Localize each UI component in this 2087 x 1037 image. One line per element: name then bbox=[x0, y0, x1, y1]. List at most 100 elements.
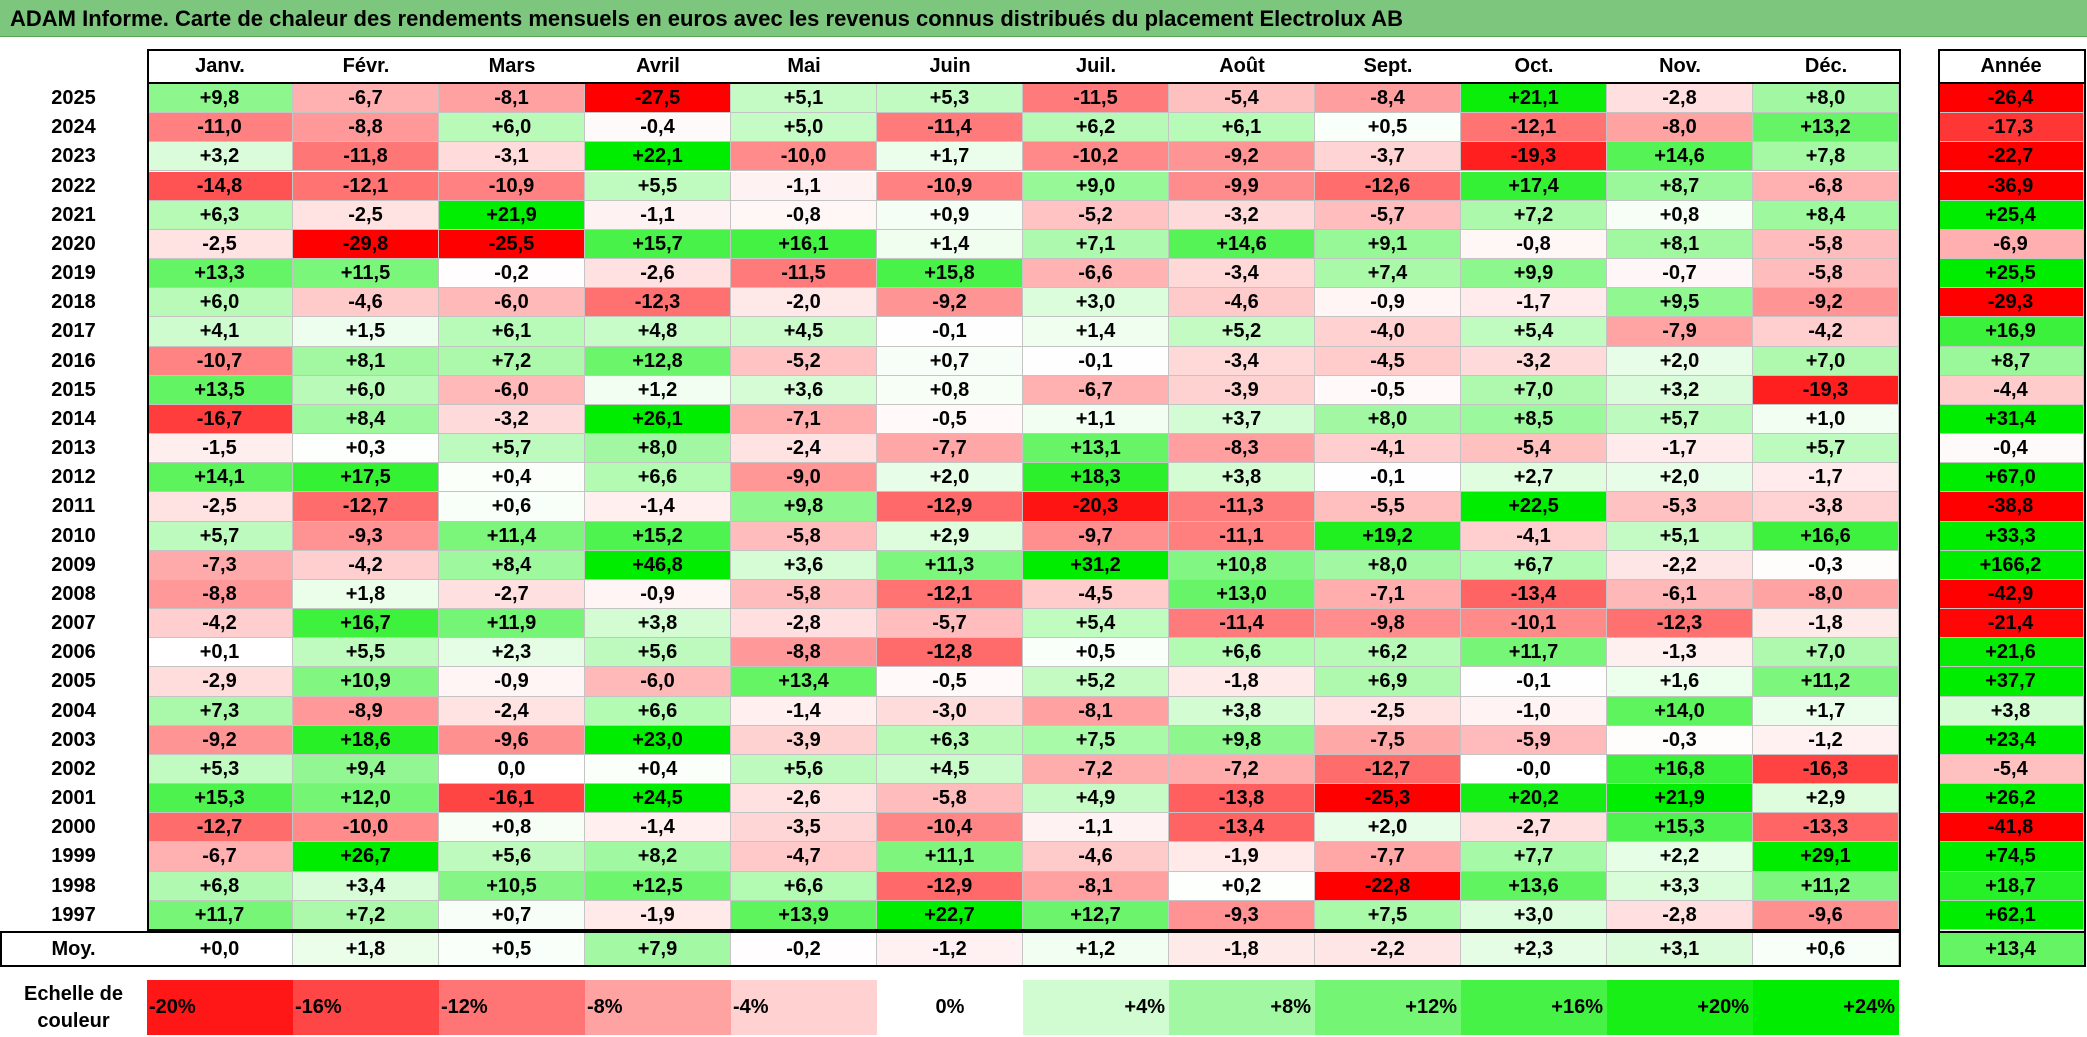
month-header: Janv. bbox=[147, 49, 293, 84]
annual-cell: -21,4 bbox=[1938, 609, 2084, 639]
month-header: Juil. bbox=[1023, 49, 1169, 84]
heatmap-cell: +6,2 bbox=[1315, 638, 1461, 668]
heatmap-cell: -0,5 bbox=[877, 404, 1023, 435]
annual-cell: +33,3 bbox=[1938, 521, 2084, 551]
heatmap-cell: +16,7 bbox=[293, 609, 439, 639]
heatmap-cell: -1,7 bbox=[1461, 288, 1607, 318]
heatmap-cell: +3,8 bbox=[585, 609, 731, 639]
heatmap-cell: -2,4 bbox=[439, 696, 585, 726]
heatmap-cell: -5,2 bbox=[1023, 200, 1169, 230]
heatmap-cell: +22,7 bbox=[877, 900, 1023, 930]
average-cell: -1,2 bbox=[877, 931, 1023, 967]
average-annual-cell: +13,4 bbox=[1938, 931, 2084, 967]
heatmap-cell: +10,5 bbox=[439, 871, 585, 901]
heatmap-cell: +8,0 bbox=[1315, 404, 1461, 435]
heatmap-cell: +7,3 bbox=[147, 696, 293, 726]
heatmap-cell: -11,8 bbox=[293, 142, 439, 172]
heatmap-cell: +15,2 bbox=[585, 521, 731, 551]
year-label: 2005 bbox=[51, 670, 96, 693]
heatmap-cell: -8,1 bbox=[1023, 696, 1169, 726]
annual-cell: -6,9 bbox=[1938, 229, 2084, 259]
heatmap-cell: -5,7 bbox=[1315, 200, 1461, 230]
heatmap-cell: +3,8 bbox=[1169, 696, 1315, 726]
annual-cell: -36,9 bbox=[1938, 171, 2084, 201]
heatmap-cell: -13,3 bbox=[1753, 813, 1899, 843]
heatmap-cell: +4,5 bbox=[877, 754, 1023, 785]
heatmap-cell: -6,8 bbox=[1753, 171, 1899, 201]
heatmap-cell: -12,1 bbox=[1461, 113, 1607, 143]
heatmap-cell: -2,5 bbox=[293, 200, 439, 230]
heatmap-cell: +1,1 bbox=[1023, 404, 1169, 435]
legend-step: +8% bbox=[1169, 980, 1315, 1035]
annual-cell: +31,4 bbox=[1938, 404, 2084, 435]
heatmap-cell: +8,2 bbox=[585, 842, 731, 872]
heatmap-cell: -5,4 bbox=[1169, 84, 1315, 114]
heatmap-cell: +3,4 bbox=[293, 871, 439, 901]
heatmap-cell: -5,2 bbox=[731, 346, 877, 376]
heatmap-cell: -8,8 bbox=[147, 579, 293, 610]
heatmap-cell: +6,9 bbox=[1315, 667, 1461, 697]
year-label: 2024 bbox=[51, 116, 96, 139]
heatmap-cell: -12,3 bbox=[585, 288, 731, 318]
heatmap-cell: +5,7 bbox=[1753, 434, 1899, 464]
heatmap-cell: -8,1 bbox=[1023, 871, 1169, 901]
month-header: Mars bbox=[439, 49, 585, 84]
average-cell: +1,8 bbox=[293, 931, 439, 967]
heatmap-cell: +20,2 bbox=[1461, 784, 1607, 814]
heatmap-cell: -9,3 bbox=[293, 521, 439, 551]
heatmap-cell: -13,4 bbox=[1461, 579, 1607, 610]
heatmap-cell: +1,7 bbox=[877, 142, 1023, 172]
heatmap-cell: -9,2 bbox=[147, 725, 293, 755]
heatmap-cell: +5,5 bbox=[293, 638, 439, 668]
heatmap-cell: +3,0 bbox=[1461, 900, 1607, 930]
heatmap-cell: +8,0 bbox=[585, 434, 731, 464]
heatmap-cell: -5,8 bbox=[1753, 259, 1899, 289]
heatmap-cell: +6,2 bbox=[1023, 113, 1169, 143]
year-label: 2021 bbox=[51, 203, 96, 226]
heatmap-cell: +5,3 bbox=[877, 84, 1023, 114]
heatmap-cell: -12,1 bbox=[293, 171, 439, 201]
heatmap-cell: +11,4 bbox=[439, 521, 585, 551]
heatmap-cell: +8,1 bbox=[1607, 229, 1753, 259]
heatmap-cell: -0,8 bbox=[1461, 229, 1607, 259]
heatmap-cell: +0,4 bbox=[439, 463, 585, 493]
heatmap-cell: -3,9 bbox=[1169, 375, 1315, 405]
heatmap-cell: +5,7 bbox=[1607, 404, 1753, 435]
heatmap-cell: +7,0 bbox=[1461, 375, 1607, 405]
heatmap-cell: -1,7 bbox=[1607, 434, 1753, 464]
heatmap-cell: +4,1 bbox=[147, 317, 293, 347]
heatmap-cell: +8,1 bbox=[293, 346, 439, 376]
heatmap-cell: -22,8 bbox=[1315, 871, 1461, 901]
heatmap-cell: +3,7 bbox=[1169, 404, 1315, 435]
heatmap-cell: +12,7 bbox=[1023, 900, 1169, 930]
annual-cell: +25,5 bbox=[1938, 259, 2084, 289]
heatmap-cell: +0,2 bbox=[1169, 871, 1315, 901]
heatmap-cell: +3,2 bbox=[1607, 375, 1753, 405]
heatmap-cell: +0,7 bbox=[439, 900, 585, 930]
heatmap-cell: -3,1 bbox=[439, 142, 585, 172]
heatmap-cell: +11,7 bbox=[147, 900, 293, 930]
annual-cell: -0,4 bbox=[1938, 434, 2084, 464]
year-label: 2006 bbox=[51, 641, 96, 664]
heatmap-cell: -0,0 bbox=[1461, 754, 1607, 785]
annual-cell: -5,4 bbox=[1938, 754, 2084, 785]
heatmap-cell: -6,0 bbox=[439, 288, 585, 318]
month-header: Août bbox=[1169, 49, 1315, 84]
heatmap-cell: -11,4 bbox=[877, 113, 1023, 143]
heatmap-cell: +13,2 bbox=[1753, 113, 1899, 143]
heatmap-cell: -1,4 bbox=[731, 696, 877, 726]
heatmap-cell: +7,4 bbox=[1315, 259, 1461, 289]
average-cell: +7,9 bbox=[585, 931, 731, 967]
heatmap-cell: -5,4 bbox=[1461, 434, 1607, 464]
heatmap-cell: -7,2 bbox=[1169, 754, 1315, 785]
heatmap-cell: +1,5 bbox=[293, 317, 439, 347]
heatmap-cell: -25,5 bbox=[439, 229, 585, 259]
annual-header: Année bbox=[1938, 49, 2084, 84]
heatmap-cell: -3,4 bbox=[1169, 259, 1315, 289]
heatmap-cell: +5,1 bbox=[1607, 521, 1753, 551]
year-label: 2003 bbox=[51, 728, 96, 751]
heatmap-cell: +19,2 bbox=[1315, 521, 1461, 551]
heatmap-cell: +7,1 bbox=[1023, 229, 1169, 259]
heatmap-cell: -1,5 bbox=[147, 434, 293, 464]
heatmap-cell: -12,7 bbox=[293, 492, 439, 522]
